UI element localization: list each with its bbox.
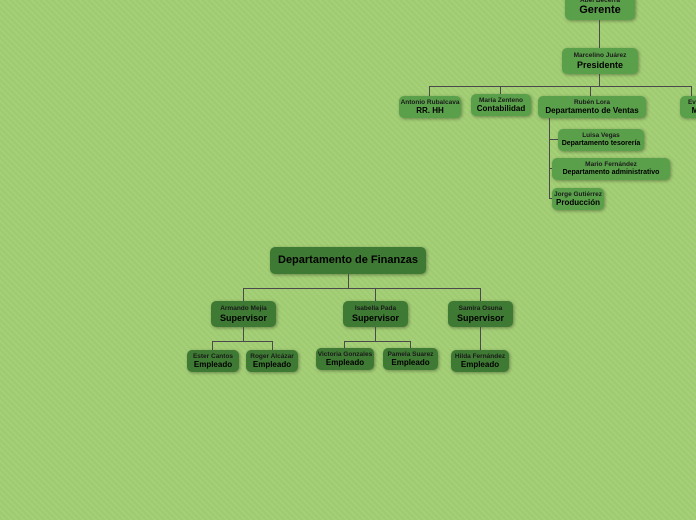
produccion-name: Jorge Gutiérrez [554, 191, 602, 198]
conn [410, 341, 411, 348]
node-m[interactable]: Ever M [680, 96, 696, 118]
sup3-name: Samira Osuna [459, 305, 503, 312]
gerente-role: Gerente [579, 4, 621, 17]
node-emp3[interactable]: Victoria Gonzales Empleado [316, 348, 374, 370]
conn [344, 341, 345, 348]
node-sup1[interactable]: Armando Mejía Supervisor [211, 301, 276, 327]
conn [590, 86, 591, 96]
conn [549, 118, 550, 198]
contab-role: Contabilidad [477, 104, 525, 113]
admin-name: Mario Fernández [585, 161, 637, 168]
tesoreria-name: Luisa Vegas [582, 132, 620, 139]
node-emp5[interactable]: Hilda Fernández Empleado [451, 350, 509, 372]
emp4-name: Pamela Suarez [388, 351, 434, 358]
conn [599, 20, 600, 48]
m-role: M [692, 106, 696, 115]
conn [272, 341, 273, 350]
conn [212, 341, 213, 350]
rrhh-role: RR. HH [416, 106, 444, 115]
node-presidente[interactable]: Marcelino Juárez Presidente [562, 48, 638, 74]
tesoreria-role: Departamento tesorería [562, 140, 641, 148]
ventas-name: Rubén Lora [574, 99, 610, 106]
conn [599, 74, 600, 86]
produccion-role: Producción [556, 198, 600, 207]
node-emp2[interactable]: Roger Alcázar Empleado [246, 350, 298, 372]
admin-role: Departamento administrativo [563, 169, 660, 177]
node-gerente[interactable]: Abel Becerra Gerente [565, 0, 635, 20]
conn [429, 86, 430, 96]
conn [375, 327, 376, 341]
node-emp1[interactable]: Ester Cantos Empleado [187, 350, 239, 372]
presidente-role: Presidente [577, 60, 623, 70]
conn [480, 327, 481, 350]
node-rrhh[interactable]: Antonio Rubalcava RR. HH [399, 96, 461, 118]
m-name: Ever [688, 99, 696, 106]
node-admin[interactable]: Mario Fernández Departamento administrat… [552, 158, 670, 180]
ventas-role: Departamento de Ventas [545, 106, 638, 115]
emp4-role: Empleado [391, 358, 429, 367]
presidente-name: Marcelino Juárez [574, 52, 627, 59]
conn [480, 288, 481, 301]
emp1-name: Ester Cantos [193, 353, 233, 360]
conn [429, 86, 692, 87]
node-sup3[interactable]: Samira Osuna Supervisor [448, 301, 513, 327]
emp1-role: Empleado [194, 360, 232, 369]
emp5-name: Hilda Fernández [455, 353, 505, 360]
sup1-role: Supervisor [220, 313, 267, 323]
finanzas-role: Departamento de Finanzas [278, 254, 418, 267]
node-tesoreria[interactable]: Luisa Vegas Departamento tesorería [558, 129, 644, 151]
emp5-role: Empleado [461, 360, 499, 369]
conn [348, 274, 349, 288]
sup2-name: Isabella Pada [355, 305, 396, 312]
node-sup2[interactable]: Isabella Pada Supervisor [343, 301, 408, 327]
sup1-name: Armando Mejía [220, 305, 267, 312]
conn [691, 86, 692, 96]
sup3-role: Supervisor [457, 313, 504, 323]
node-ventas[interactable]: Rubén Lora Departamento de Ventas [538, 96, 646, 118]
conn [243, 327, 244, 341]
node-finanzas[interactable]: Departamento de Finanzas [270, 247, 426, 274]
node-emp4[interactable]: Pamela Suarez Empleado [383, 348, 438, 370]
emp3-name: Victoria Gonzales [318, 351, 372, 358]
node-produccion[interactable]: Jorge Gutiérrez Producción [552, 188, 604, 210]
conn [243, 288, 480, 289]
emp3-role: Empleado [326, 358, 364, 367]
emp2-name: Roger Alcázar [250, 353, 293, 360]
conn [212, 341, 272, 342]
conn [243, 288, 244, 301]
node-contab[interactable]: María Zenteno Contabilidad [471, 94, 531, 116]
conn [344, 341, 410, 342]
conn [375, 288, 376, 301]
rrhh-name: Antonio Rubalcava [401, 99, 460, 106]
sup2-role: Supervisor [352, 313, 399, 323]
emp2-role: Empleado [253, 360, 291, 369]
contab-name: María Zenteno [479, 97, 523, 104]
